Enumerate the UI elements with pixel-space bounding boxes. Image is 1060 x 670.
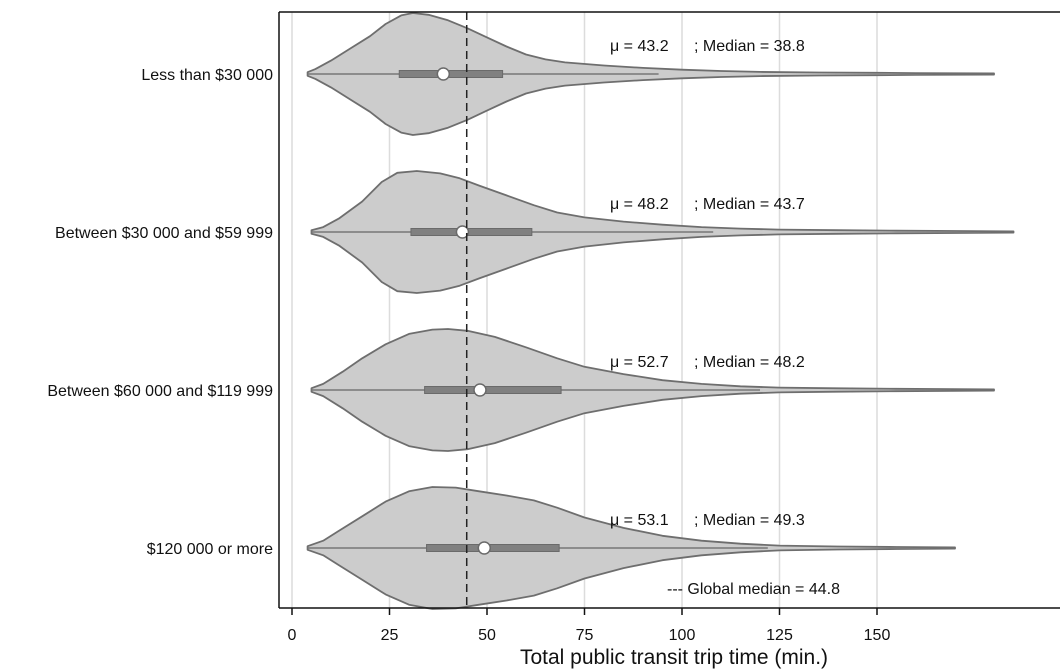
global-median-line-group: --- Global median = 44.8 [465,12,840,608]
median-annotation: ; Median = 49.3 [694,512,805,529]
mean-annotation: μ = 48.2 [610,196,669,213]
mean-annotation: μ = 52.7 [610,354,669,371]
axes: 0 25 50 75 100 125 150 Total public transit tri… [278,11,1060,669]
x-tick-label: 50 [478,627,496,644]
x-tick-label: 125 [766,627,793,644]
x-tick-label: 25 [381,627,399,644]
x-tick-label: 75 [576,627,594,644]
x-tick-label: 100 [669,627,696,644]
median-annotation: ; Median = 43.7 [694,196,805,213]
violins [306,12,1015,610]
median-marker [436,67,451,81]
iqr-box [426,544,560,552]
labels: Less than $30 000 μ = 43.2 ; Median = 38.8… [47,38,805,558]
iqr-box [410,228,533,236]
category-label: Less than $30 000 [141,67,273,84]
category-label: Between $60 000 and $119 999 [47,383,273,400]
iqr-box [398,70,504,78]
median-marker [473,383,487,397]
category-label: $120 000 or more [147,541,273,558]
category-label: Between $30 000 and $59 999 [55,225,273,242]
mean-annotation: μ = 43.2 [610,38,669,55]
global-median-label: --- Global median = 44.8 [667,581,840,598]
mean-annotation: μ = 53.1 [610,512,669,529]
median-annotation: ; Median = 48.2 [694,354,805,371]
median-marker [477,541,492,555]
x-tick-label: 0 [288,627,297,644]
median-annotation: ; Median = 38.8 [694,38,805,55]
median-marker [455,225,470,239]
x-axis-label: Total public transit trip time (min.) [520,646,828,669]
iqr-box [424,386,562,394]
x-tick-label: 150 [864,627,891,644]
